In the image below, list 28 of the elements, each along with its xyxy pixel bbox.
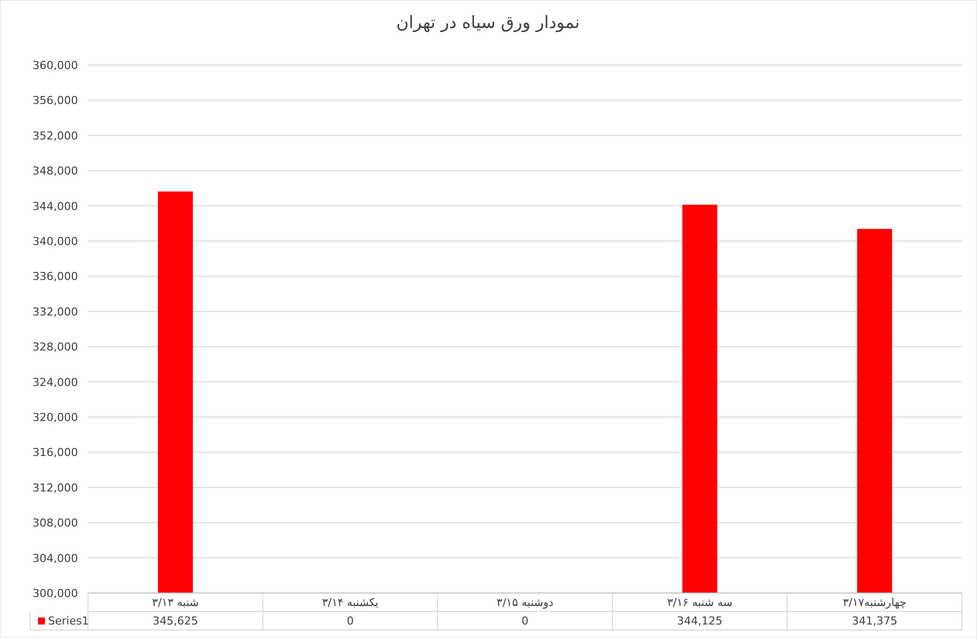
data-label: 341,375 [852,614,898,628]
y-tick-label: 324,000 [32,376,78,389]
y-tick-label: 336,000 [32,270,78,284]
y-tick-label: 340,000 [32,235,78,248]
y-tick-label: 308,000 [32,516,78,530]
text: 0 [522,614,528,628]
y-tick-label: 332,000 [32,305,78,318]
y-tick-label: 304,000 [32,552,78,565]
y-tick-label: 360,000 [32,59,78,72]
y-tick-label: 344,000 [32,200,78,213]
data-label: 344,125 [677,614,723,628]
text: 0 [346,614,354,628]
data-label: 345,625 [152,614,198,628]
x-tick-label: دوشنبه ۳/۱۵ [496,596,554,609]
x-tick-label: شنبه ۳/۱۳ [152,596,199,609]
y-tick-label: 356,000 [32,94,78,108]
x-tick-label: چهارشنبه۳/۱۷ [842,596,906,609]
y-tick-label: 312,000 [32,481,78,494]
y-tick-label: 328,000 [32,340,78,354]
chart-title: نمودار ورق سیاه در تهران [396,13,580,33]
y-tick-label: 300,000 [32,587,78,600]
y-tick-label: 348,000 [32,164,78,178]
x-tick-label: یکشنبه ۳/۱۴ [322,596,378,609]
y-tick-label: 320,000 [32,411,78,424]
y-tick-label: 316,000 [32,446,78,460]
y-tick-label: 352,000 [32,129,78,142]
x-tick-label: سه شنبه ۳/۱۶ [667,596,732,609]
legend-label: Series1 [48,614,89,628]
